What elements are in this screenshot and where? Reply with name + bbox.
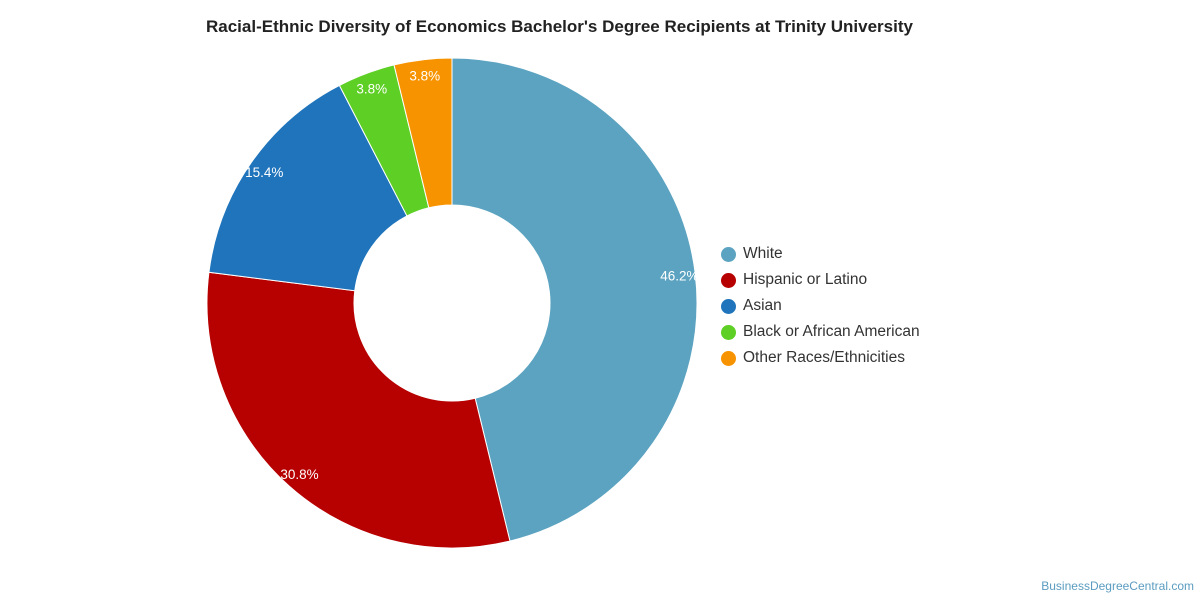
legend-marker-other-races-ethnicities [721, 350, 736, 366]
legend-item-hispanic-or-latino[interactable]: Hispanic or Latino [721, 267, 920, 293]
legend-marker-asian [721, 298, 736, 314]
slice-label-black-or-african-american: 3.8% [356, 82, 387, 97]
legend-item-white[interactable]: White [721, 241, 920, 267]
legend-item-asian[interactable]: Asian [721, 293, 920, 319]
chart-title: Racial-Ethnic Diversity of Economics Bac… [206, 17, 913, 36]
legend-marker-black-or-african-american [721, 324, 736, 340]
slice-label-white: 46.2% [660, 269, 698, 284]
slice-label-asian: 15.4% [245, 165, 283, 180]
legend-marker-hispanic-or-latino [721, 272, 736, 288]
slice-labels-group: 46.2% 30.8% 15.4% 3.8% 3.8% [245, 69, 698, 482]
slice-label-hispanic-or-latino: 30.8% [280, 467, 318, 482]
legend-label-hispanic-or-latino: Hispanic or Latino [743, 271, 868, 288]
legend-item-other-races-ethnicities[interactable]: Other Races/Ethnicities [721, 345, 920, 371]
legend-label-black-or-african-american: Black or African American [743, 323, 920, 340]
legend-item-black-or-african-american[interactable]: Black or African American [721, 319, 920, 345]
credit-link[interactable]: BusinessDegreeCentral.com [1041, 579, 1194, 593]
legend-label-white: White [743, 245, 783, 262]
slice-other-races-ethnicities[interactable] [393, 57, 453, 209]
legend-marker-white [721, 246, 736, 262]
legend: White Hispanic or Latino Asian Black or … [721, 241, 920, 371]
legend-label-other-races-ethnicities: Other Races/Ethnicities [743, 349, 905, 366]
slice-asian[interactable] [208, 84, 408, 292]
legend-label-asian: Asian [743, 297, 782, 314]
slice-label-other-races-ethnicities: 3.8% [409, 69, 440, 84]
slice-hispanic-or-latino[interactable] [206, 271, 511, 549]
slice-white[interactable] [451, 57, 698, 542]
slices-group [206, 57, 698, 549]
